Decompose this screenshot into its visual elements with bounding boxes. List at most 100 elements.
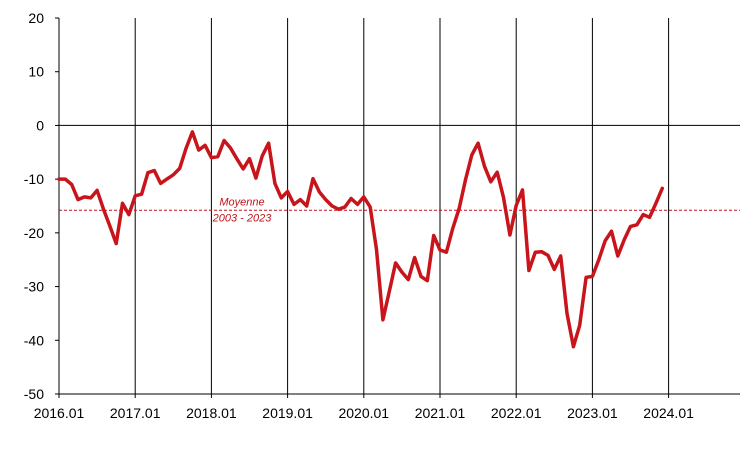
data-point bbox=[318, 190, 321, 194]
data-point bbox=[534, 251, 537, 254]
x-axis-tick-labels: 2016.01 2017.01 2018.01 2019.01 2020.01 2021.… bbox=[34, 405, 694, 421]
data-point bbox=[457, 207, 461, 210]
data-point bbox=[445, 251, 448, 254]
x-tick-label: 2024.01 bbox=[643, 405, 694, 421]
data-point bbox=[197, 148, 200, 152]
y-axis-tick-labels: 20 10 0 -10 -20 -30 -40 -50 bbox=[24, 10, 44, 402]
data-point bbox=[369, 205, 372, 209]
data-point bbox=[603, 239, 607, 243]
data-point bbox=[76, 198, 80, 201]
data-point bbox=[451, 227, 454, 230]
data-point bbox=[464, 179, 467, 182]
series-line bbox=[57, 130, 665, 349]
y-tick-label: -30 bbox=[24, 279, 44, 295]
data-point bbox=[572, 345, 575, 348]
data-point bbox=[489, 180, 492, 183]
data-point bbox=[286, 190, 289, 193]
x-axis-ticks bbox=[58, 394, 670, 398]
data-point bbox=[222, 139, 226, 142]
data-point bbox=[165, 177, 169, 181]
y-tick-label: -10 bbox=[24, 171, 44, 187]
data-point bbox=[242, 167, 245, 171]
data-point bbox=[527, 269, 531, 272]
data-point bbox=[229, 146, 232, 150]
data-point bbox=[629, 225, 632, 228]
average-label-line2: 2003 - 2023 bbox=[212, 212, 273, 224]
x-tick-label: 2022.01 bbox=[491, 405, 542, 421]
y-axis-ticks bbox=[55, 17, 59, 395]
y-tick-label: 20 bbox=[28, 10, 44, 26]
data-point bbox=[146, 171, 150, 174]
data-point bbox=[248, 157, 251, 160]
data-point bbox=[597, 258, 600, 261]
data-point bbox=[610, 230, 613, 233]
data-point bbox=[89, 196, 93, 200]
data-point bbox=[127, 213, 131, 216]
data-point bbox=[254, 176, 258, 180]
average-label-line1: Moyenne bbox=[219, 196, 264, 208]
y-tick-label: -20 bbox=[24, 225, 44, 241]
x-tick-label: 2023.01 bbox=[567, 405, 618, 421]
data-point bbox=[140, 193, 143, 196]
data-point bbox=[70, 183, 73, 186]
data-point bbox=[172, 173, 175, 176]
series-group bbox=[57, 130, 665, 349]
data-point bbox=[64, 177, 67, 181]
data-point bbox=[496, 171, 499, 174]
x-tick-label: 2016.01 bbox=[34, 405, 85, 421]
data-point bbox=[349, 197, 353, 200]
x-tick-label: 2018.01 bbox=[186, 405, 237, 421]
data-point bbox=[623, 238, 626, 241]
data-point bbox=[413, 256, 416, 259]
data-point bbox=[235, 157, 238, 160]
data-point bbox=[470, 153, 473, 157]
data-point bbox=[635, 223, 639, 226]
data-point bbox=[292, 203, 296, 206]
data-point bbox=[267, 142, 270, 145]
data-point bbox=[476, 142, 480, 145]
data-point bbox=[642, 213, 645, 216]
data-point bbox=[210, 156, 213, 159]
data-point bbox=[121, 202, 124, 205]
data-point bbox=[191, 130, 194, 134]
data-point bbox=[280, 196, 283, 200]
data-point bbox=[178, 167, 181, 170]
data-point bbox=[102, 208, 105, 211]
x-tick-label: 2017.01 bbox=[110, 405, 161, 421]
data-point bbox=[57, 177, 61, 181]
data-point bbox=[565, 312, 569, 315]
data-point bbox=[216, 155, 219, 158]
data-point bbox=[584, 276, 588, 279]
data-point bbox=[115, 242, 118, 245]
y-tick-label: 10 bbox=[28, 64, 44, 80]
data-point bbox=[343, 205, 346, 209]
data-point bbox=[153, 169, 156, 172]
data-point bbox=[305, 204, 308, 208]
x-tick-label: 2019.01 bbox=[262, 405, 313, 421]
data-point bbox=[394, 261, 397, 265]
data-point bbox=[184, 147, 188, 150]
data-point bbox=[324, 198, 327, 201]
y-tick-label: -50 bbox=[24, 386, 44, 402]
x-tick-label: 2020.01 bbox=[338, 405, 389, 421]
y-tick-label: 0 bbox=[36, 117, 44, 133]
data-point bbox=[438, 248, 442, 252]
data-point bbox=[559, 254, 562, 258]
data-point bbox=[159, 182, 162, 185]
data-point bbox=[508, 233, 512, 237]
y-tick-label: -40 bbox=[24, 332, 44, 348]
data-point bbox=[419, 275, 423, 278]
data-point bbox=[375, 248, 378, 251]
data-point bbox=[521, 188, 524, 192]
data-point bbox=[83, 195, 86, 199]
data-point bbox=[661, 187, 664, 190]
data-point bbox=[432, 234, 435, 237]
data-point bbox=[546, 254, 550, 257]
data-point bbox=[362, 195, 365, 199]
data-point bbox=[337, 208, 340, 211]
x-tick-label: 2021.01 bbox=[415, 405, 466, 421]
data-point bbox=[540, 250, 543, 253]
data-point bbox=[502, 196, 505, 199]
